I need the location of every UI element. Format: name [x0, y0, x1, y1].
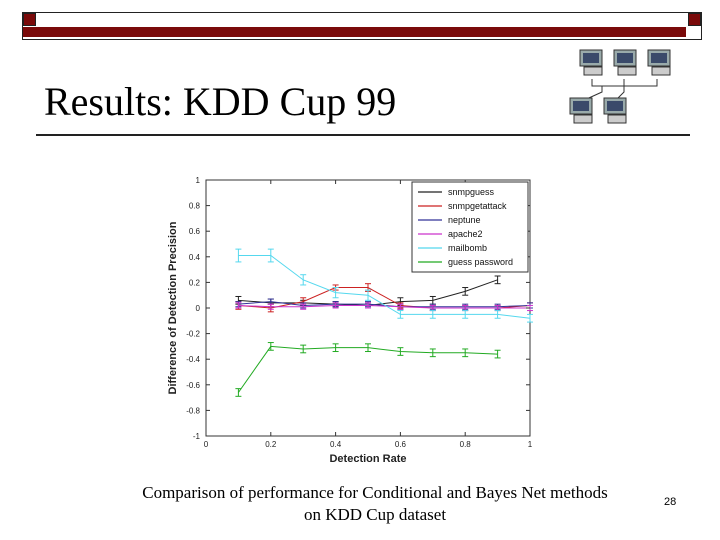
legend-label: guess password — [448, 257, 513, 267]
title-bar-right-square — [688, 13, 701, 26]
detection-chart: 0 0.2 0.4 0.6 0.8 1 1 0.8 0.6 0.4 0.2 0 -0.2 -0.4 -0.6… — [167, 176, 533, 465]
x-axis-label: Detection Rate — [329, 453, 406, 465]
error-bar — [365, 343, 371, 353]
error-bar — [494, 275, 501, 285]
title-bar-decoration — [22, 12, 702, 40]
y-tick-label: -0.6 — [186, 381, 200, 390]
error-bar — [235, 248, 242, 263]
x-tick-label: 0.6 — [395, 440, 407, 449]
error-bar — [365, 302, 371, 309]
page-number: 28 — [664, 496, 677, 508]
series-mailbomb — [235, 248, 533, 323]
legend-item: neptune — [418, 215, 481, 225]
legend-label: snmpgetattack — [448, 201, 507, 211]
error-bar — [494, 349, 501, 359]
caption-line-1: Comparison of performance for Conditiona… — [142, 483, 608, 502]
error-bar — [527, 313, 533, 323]
computer-icon — [603, 97, 627, 124]
x-tick-label: 0.4 — [330, 440, 342, 449]
title-underline — [36, 134, 690, 136]
legend-item: snmpgetattack — [418, 201, 507, 211]
series-guess-password — [235, 342, 501, 397]
computer-icon — [613, 49, 637, 76]
y-tick-label: 0 — [196, 304, 201, 313]
chart-legend: snmpguess snmpgetattack neptune apache2 mail… — [411, 181, 529, 273]
error-bar — [397, 303, 404, 310]
series-line — [238, 301, 531, 308]
legend-item: apache2 — [418, 229, 483, 239]
error-bar — [462, 310, 469, 319]
computer-icon — [569, 97, 593, 124]
y-tick-label: -1 — [193, 432, 201, 441]
legend-item: guess password — [418, 257, 513, 267]
error-bar — [397, 310, 404, 319]
error-bar — [300, 344, 307, 354]
title-bar-accent — [23, 27, 686, 37]
error-bar — [235, 302, 242, 309]
error-bar — [267, 342, 274, 351]
y-tick-label: -0.8 — [186, 406, 200, 415]
error-bar — [332, 343, 339, 353]
error-bar — [300, 274, 307, 286]
title-bar-left-square — [23, 13, 36, 26]
error-bar — [267, 303, 274, 310]
legend-label: apache2 — [448, 229, 483, 239]
series-layer — [235, 248, 533, 397]
error-bar — [397, 347, 404, 356]
error-bar — [462, 287, 469, 296]
y-tick-label: 0.8 — [189, 202, 201, 211]
y-tick-label: 0.4 — [189, 253, 201, 262]
series-line — [238, 255, 531, 319]
legend-label: mailbomb — [448, 243, 487, 253]
error-bar — [462, 348, 469, 358]
error-bar — [365, 289, 371, 301]
x-tick-label: 0.8 — [460, 440, 472, 449]
legend-box — [411, 181, 529, 273]
legend-label: neptune — [448, 215, 481, 225]
legend-item: snmpguess — [418, 187, 495, 197]
legend-label: snmpguess — [448, 187, 495, 197]
computer-network-icon — [569, 49, 671, 124]
error-bar — [332, 287, 339, 299]
computer-icon — [579, 49, 603, 76]
computer-icon — [647, 49, 671, 76]
error-bar — [267, 248, 274, 263]
error-bar — [332, 302, 339, 309]
y-tick-label: 1 — [196, 176, 201, 185]
y-axis-label: Difference of Detection Precision — [167, 221, 179, 394]
series-line — [238, 304, 530, 309]
error-bar — [429, 310, 436, 319]
caption-line-2: on KDD Cup dataset — [303, 505, 447, 524]
slide-title: Results: KDD Cup 99 — [44, 79, 397, 124]
x-tick-label: 1 — [528, 440, 533, 449]
error-bar — [429, 348, 436, 358]
y-tick-label: 0.2 — [189, 278, 201, 287]
y-tick-label: 0.6 — [189, 227, 201, 236]
x-tick-label: 0.2 — [265, 440, 277, 449]
error-bar — [235, 388, 242, 397]
error-bar — [300, 303, 307, 310]
y-tick-label: -0.4 — [186, 355, 200, 364]
slide-caption: Comparison of performance for Conditiona… — [110, 482, 640, 526]
y-tick-label: -0.2 — [186, 330, 200, 339]
x-tick-label: 0 — [204, 440, 209, 449]
error-bar — [494, 310, 501, 319]
legend-item: mailbomb — [418, 243, 487, 253]
